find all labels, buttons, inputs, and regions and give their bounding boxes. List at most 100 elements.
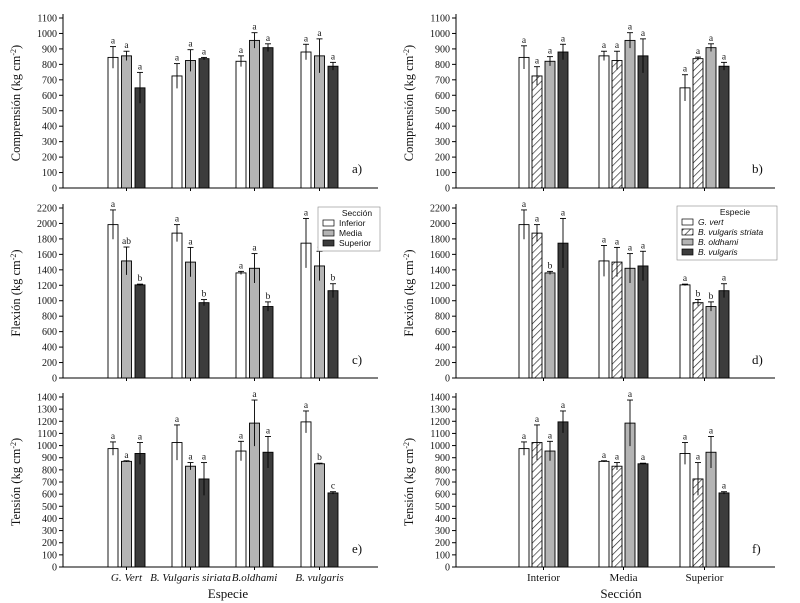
significance-letter: a [304,34,309,44]
significance-letter: a [111,200,116,210]
bar-c-b-vulgaris-siriata-inferior [171,232,183,379]
bar-e-b-vulgaris-superior [327,492,339,568]
bar-b-interior-b-vulgaris-striata [531,75,543,189]
y-tick-label: 100 [42,168,57,179]
bar-c-g-vert-superior [134,284,146,379]
bar-d-media-b-vulgaris-striata [611,261,623,379]
bar-e-b-vulgaris-media [314,463,325,568]
y-tick-label: 400 [435,343,450,354]
panel-label-e: e) [352,541,362,556]
y-tick-label: 700 [42,478,57,489]
y-tick-label: 500 [42,502,57,513]
bar-e-g-vert-inferior [107,448,119,568]
y-tick-label: 2200 [430,204,450,215]
legend-swatch [322,239,335,247]
bar-c-b-oldhami-media [249,267,260,379]
y-tick-label: 1400 [37,265,57,276]
significance-letter: a [138,433,143,443]
right-x-axis-label: Sección [600,586,642,601]
significance-letter: a [602,451,607,461]
bar-c-b-vulgaris-media [314,265,325,379]
bar-b-interior-g-vert [518,56,530,189]
y-tick-label: 1200 [430,281,450,292]
y-tick-label: 0 [52,184,57,195]
y-tick-label: 1800 [37,234,57,245]
y-axis-label: Flexión (kg cm-2) [9,249,24,336]
significance-letter: a [175,54,180,64]
significance-letter: a [317,29,322,39]
y-tick-label: 800 [435,465,450,476]
significance-letter: ab [122,237,131,247]
chart-panel-b: 0 100 200 300 400 500 600 700 800 900 1000 1100 Comp… [402,14,775,195]
significance-letter: a [641,241,646,251]
bar-c-b-vulgaris-superior [327,290,339,379]
y-tick-label: 1000 [430,441,450,452]
y-tick-label: 600 [42,91,57,102]
y-tick-label: 0 [52,374,57,385]
category-label: B.oldhami [232,572,278,584]
y-tick-label: 500 [435,106,450,117]
bar-e-g-vert-superior [134,453,146,568]
y-tick-label: 2200 [37,204,57,215]
bar-a-b-oldhami-media [249,39,260,189]
bar-a-g-vert-inferior [107,56,119,189]
bar-b-superior-g-vert [679,87,691,189]
significance-letter: a [615,41,620,51]
y-axis-label: Tensión (kg cm-2) [402,438,417,526]
y-tick-label: 800 [435,312,450,323]
y-tick-label: 600 [435,327,450,338]
y-tick-label: 600 [435,490,450,501]
y-tick-label: 2000 [430,219,450,230]
significance-letter: a [188,237,193,247]
bar-d-superior-b-oldhami [705,306,717,379]
y-tick-label: 1400 [430,265,450,276]
significance-letter: a [239,261,244,271]
y-tick-label: 900 [42,44,57,55]
y-tick-label: 400 [435,514,450,525]
legend-entry: G. vert [698,217,724,227]
significance-letter: c [331,482,335,492]
significance-letter: b [202,290,207,300]
y-tick-label: 600 [42,490,57,501]
bar-d-media-b-vulgaris [637,265,649,379]
bar-d-media-g-vert [598,260,610,379]
significance-letter: b [331,274,336,284]
category-label: B. Vulgaris siriata [150,572,231,584]
y-tick-label: 1100 [430,14,450,25]
y-tick-label: 300 [435,137,450,148]
y-tick-label: 1600 [430,250,450,261]
legend-swatch [681,228,694,236]
bar-b-media-b-vulgaris-striata [611,60,623,189]
y-tick-label: 200 [42,153,57,164]
significance-letter: a [602,41,607,51]
significance-letter: a [696,453,701,463]
y-tick-label: 200 [435,358,450,369]
category-label: B. vulgaris [295,572,343,584]
legend-swatch [681,218,694,226]
significance-letter: a [535,215,540,225]
significance-letter: b [696,290,701,300]
y-tick-label: 300 [42,137,57,148]
significance-letter: a [628,244,633,254]
y-tick-label: 800 [42,60,57,71]
significance-letter: a [548,431,553,441]
significance-letter: a [202,47,207,57]
significance-letter: a [239,46,244,56]
significance-letter: a [304,208,309,218]
y-tick-label: 1000 [430,29,450,40]
bar-c-b-oldhami-superior [262,306,274,379]
significance-letter: a [548,47,553,57]
legend-title: Especie [720,207,751,217]
bar-a-b-vulgaris-superior [327,65,339,189]
y-tick-label: 100 [42,550,57,561]
significance-letter: a [522,432,527,442]
y-tick-label: 1200 [37,417,57,428]
y-tick-label: 200 [42,538,57,549]
significance-letter: a [522,200,527,210]
significance-letter: a [188,453,193,463]
bar-f-interior-b-vulgaris-striata [531,442,543,568]
legend-entry: B. vulgaris [698,247,738,257]
significance-letter: a [239,431,244,441]
